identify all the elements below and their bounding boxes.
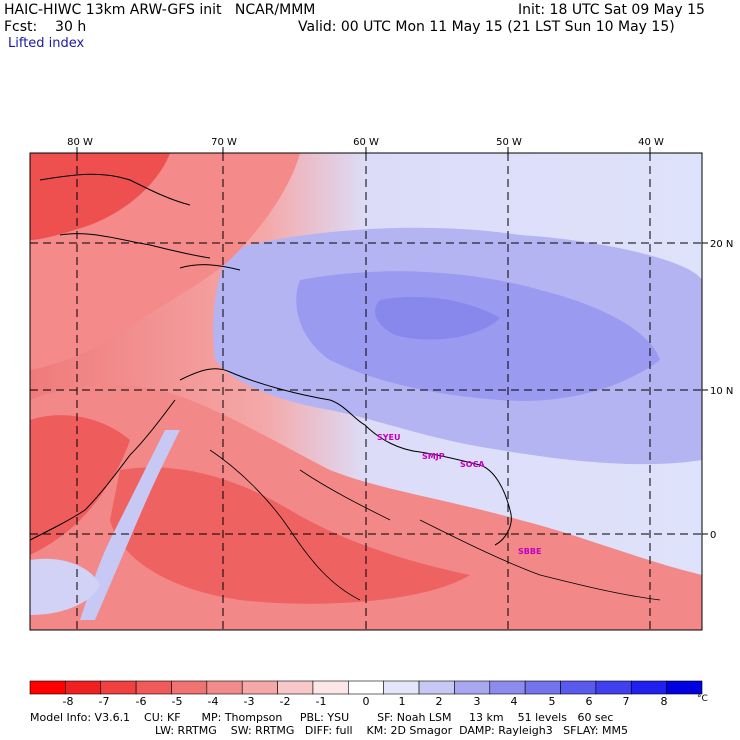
colorbar-unit: °C [697,694,708,704]
colorbar-swatch [312,680,349,695]
colorbar-swatch [65,680,102,695]
colorbar-swatch [454,680,491,695]
lon-label: 60 W [353,137,379,148]
colorbar-label: 3 [473,695,481,708]
station-labels: SYEU SMJP SOCA SBBE [377,433,541,556]
colorbar-label: 2 [435,695,443,708]
graticule [30,153,702,630]
colorbar-label: -2 [279,695,291,708]
colorbar-swatch [29,680,66,695]
colorbar-swatch [524,680,561,695]
colorbar-swatch [241,680,278,695]
colorbar-swatch [418,680,455,695]
colorbar-label: 5 [548,695,556,708]
colorbar-label: 8 [660,695,668,708]
colorbar-label: -8 [62,695,74,708]
colorbar-label: 6 [585,695,593,708]
colorbar-label: -4 [207,695,219,708]
lon-label: 50 W [496,137,522,148]
colorbar-swatch [666,680,703,695]
station-soca: SOCA [460,460,485,469]
latitude-labels: 20 N 10 N 0 [702,239,733,541]
lat-label: 20 N [710,239,733,250]
colorbar-label: -7 [98,695,110,708]
colorbar-swatch [171,680,208,695]
colorbar-swatch [348,680,384,695]
colorbar-label: 7 [622,695,630,708]
colorbar-swatch [489,680,526,695]
colorbar-label: -5 [171,695,183,708]
lat-label: 10 N [710,386,733,397]
lon-label: 80 W [67,137,93,148]
colorbar-swatch [383,680,420,695]
colorbar-label: 4 [510,695,518,708]
lon-label: 40 W [638,137,664,148]
colorbar-swatch [560,680,597,695]
colorbar-label: -3 [243,695,255,708]
model-title: HAIC-HIWC 13km ARW-GFS init NCAR/MMM [4,2,316,18]
field-name: Lifted index [8,36,85,51]
lat-label: 0 [710,530,716,541]
colorbar [29,680,703,695]
lon-label: 70 W [211,137,237,148]
forecast-hour: Fcst: 30 h [4,19,87,35]
colorbar-label: 1 [398,695,406,708]
colorbar-label: -6 [135,695,147,708]
colorbar-swatch [135,680,172,695]
station-sbbe: SBBE [518,547,541,556]
colorbar-label: 0 [362,695,370,708]
init-time: Init: 18 UTC Sat 09 May 15 [518,2,705,18]
model-info-line1: Model Info: V3.6.1 CU: KF MP: Thompson P… [30,711,614,724]
lifted-index-field [30,153,702,630]
station-smjp: SMJP [422,452,445,461]
longitude-labels: 80 W 70 W 60 W 50 W 40 W [67,137,664,153]
station-syeu: SYEU [377,433,401,442]
colorbar-swatch [277,680,314,695]
model-info-line2: LW: RRTMG SW: RRTMG DIFF: full KM: 2D Sm… [155,724,628,737]
colorbar-swatch [630,680,667,695]
colorbar-swatch [100,680,137,695]
valid-time: Valid: 00 UTC Mon 11 May 15 (21 LST Sun … [298,19,675,35]
colorbar-swatch [206,680,243,695]
colorbar-label: -1 [315,695,327,708]
colorbar-swatch [595,680,632,695]
